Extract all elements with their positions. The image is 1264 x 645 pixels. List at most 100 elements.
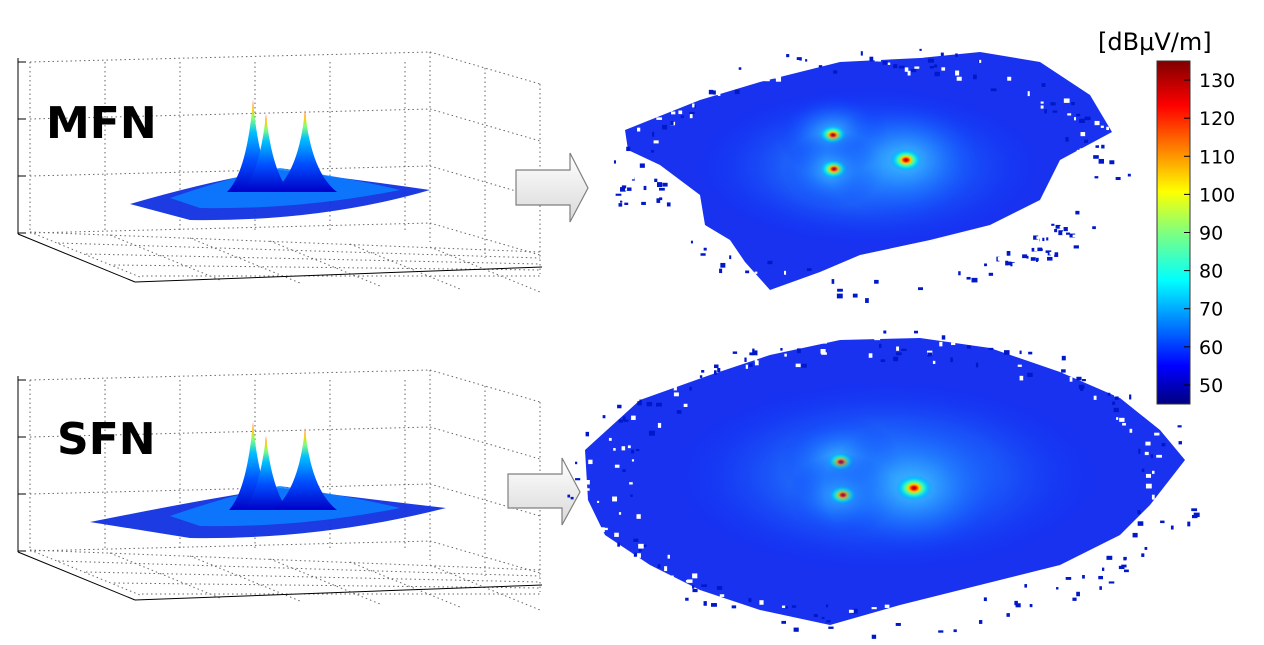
speckle: [1014, 260, 1021, 265]
speckle: [1093, 395, 1097, 400]
speckle: [1101, 144, 1105, 149]
speckle: [602, 415, 606, 419]
speckle: [1156, 454, 1162, 458]
speckle: [717, 82, 723, 87]
speckle: [1154, 432, 1160, 436]
right-arrow-icon: [515, 152, 589, 223]
speckle: [1157, 419, 1163, 424]
colorbar-tick-label: 80: [1199, 261, 1223, 283]
speckle: [744, 357, 747, 362]
speckle: [1184, 445, 1190, 449]
speckle: [626, 146, 631, 152]
speckle: [1058, 594, 1065, 598]
speckle: [708, 89, 714, 95]
speckle: [795, 363, 801, 368]
grid-line: [29, 540, 431, 552]
speckle: [666, 202, 671, 207]
speckle: [1005, 260, 1009, 266]
speckle: [852, 293, 858, 298]
speckle: [754, 360, 759, 366]
speckle: [659, 187, 665, 191]
speckle: [1084, 116, 1091, 121]
speckle: [639, 399, 642, 403]
speckle: [625, 172, 630, 176]
grid-line: [29, 165, 431, 177]
speckle: [922, 605, 926, 608]
speckle: [759, 612, 766, 616]
speckle: [1133, 394, 1139, 397]
speckle: [874, 279, 879, 284]
speckle: [895, 352, 902, 356]
y-axis: [17, 233, 136, 283]
speckle: [689, 111, 695, 115]
speckle: [613, 448, 616, 451]
speckle: [1079, 118, 1085, 123]
sfn-surface-plot: [17, 369, 543, 611]
speckle: [951, 342, 956, 346]
speckle: [971, 277, 978, 283]
speckle: [1048, 257, 1053, 261]
speckle: [720, 262, 726, 268]
speckle: [772, 75, 777, 79]
speckle: [1083, 183, 1090, 186]
speckle: [692, 103, 695, 108]
speckle: [1051, 223, 1055, 226]
speckle: [1145, 473, 1152, 478]
speckle: [716, 586, 723, 590]
colorbar-unit-label: [dBμV/m]: [1098, 28, 1212, 56]
surface-peak: [273, 110, 337, 192]
speckle: [1046, 237, 1049, 241]
speckle: [658, 175, 663, 178]
speckle: [608, 437, 612, 441]
speckle: [639, 163, 645, 168]
speckle: [701, 584, 707, 588]
speckle: [781, 605, 786, 608]
speckle: [615, 415, 620, 419]
speckle: [1007, 76, 1012, 81]
speckle: [818, 65, 823, 68]
speckle: [656, 227, 659, 231]
speckle: [1123, 569, 1129, 573]
grid-line: [29, 108, 431, 120]
sfn-label: SFN: [57, 414, 156, 465]
speckle: [1055, 224, 1061, 229]
speckle: [703, 247, 707, 251]
colorbar-tick-label: 90: [1199, 223, 1223, 245]
speckle: [826, 604, 829, 608]
speckle: [1073, 245, 1079, 249]
speckle: [689, 386, 692, 391]
mfn-surface-plot: [17, 51, 543, 293]
speckle: [726, 263, 733, 267]
speckle: [673, 392, 679, 397]
speckle: [896, 346, 900, 351]
speckle: [671, 111, 676, 115]
grid-line: [57, 560, 541, 577]
speckle: [871, 607, 877, 610]
speckle: [567, 494, 571, 498]
speckle: [1116, 151, 1122, 155]
speckle: [670, 121, 674, 126]
speckle: [1044, 255, 1049, 261]
speckle: [1144, 516, 1149, 520]
colorbar-tick-label: 110: [1199, 146, 1235, 168]
speckle: [1129, 428, 1133, 433]
speckle: [676, 240, 681, 246]
speckle: [685, 597, 689, 601]
speckle: [1034, 246, 1038, 252]
speckle: [1072, 597, 1077, 601]
speckle: [621, 446, 626, 451]
speckle: [944, 631, 948, 636]
speckle: [703, 601, 707, 606]
speckle: [896, 291, 899, 295]
speckle: [733, 80, 739, 83]
speckle: [955, 70, 960, 76]
speckle: [623, 419, 629, 422]
speckle: [1177, 425, 1182, 428]
speckle: [585, 488, 590, 491]
speckle: [1170, 428, 1177, 432]
speckle: [643, 185, 647, 191]
speckle: [938, 630, 944, 633]
speckle: [1065, 576, 1072, 580]
speckle: [1071, 102, 1075, 106]
speckle: [729, 255, 732, 260]
